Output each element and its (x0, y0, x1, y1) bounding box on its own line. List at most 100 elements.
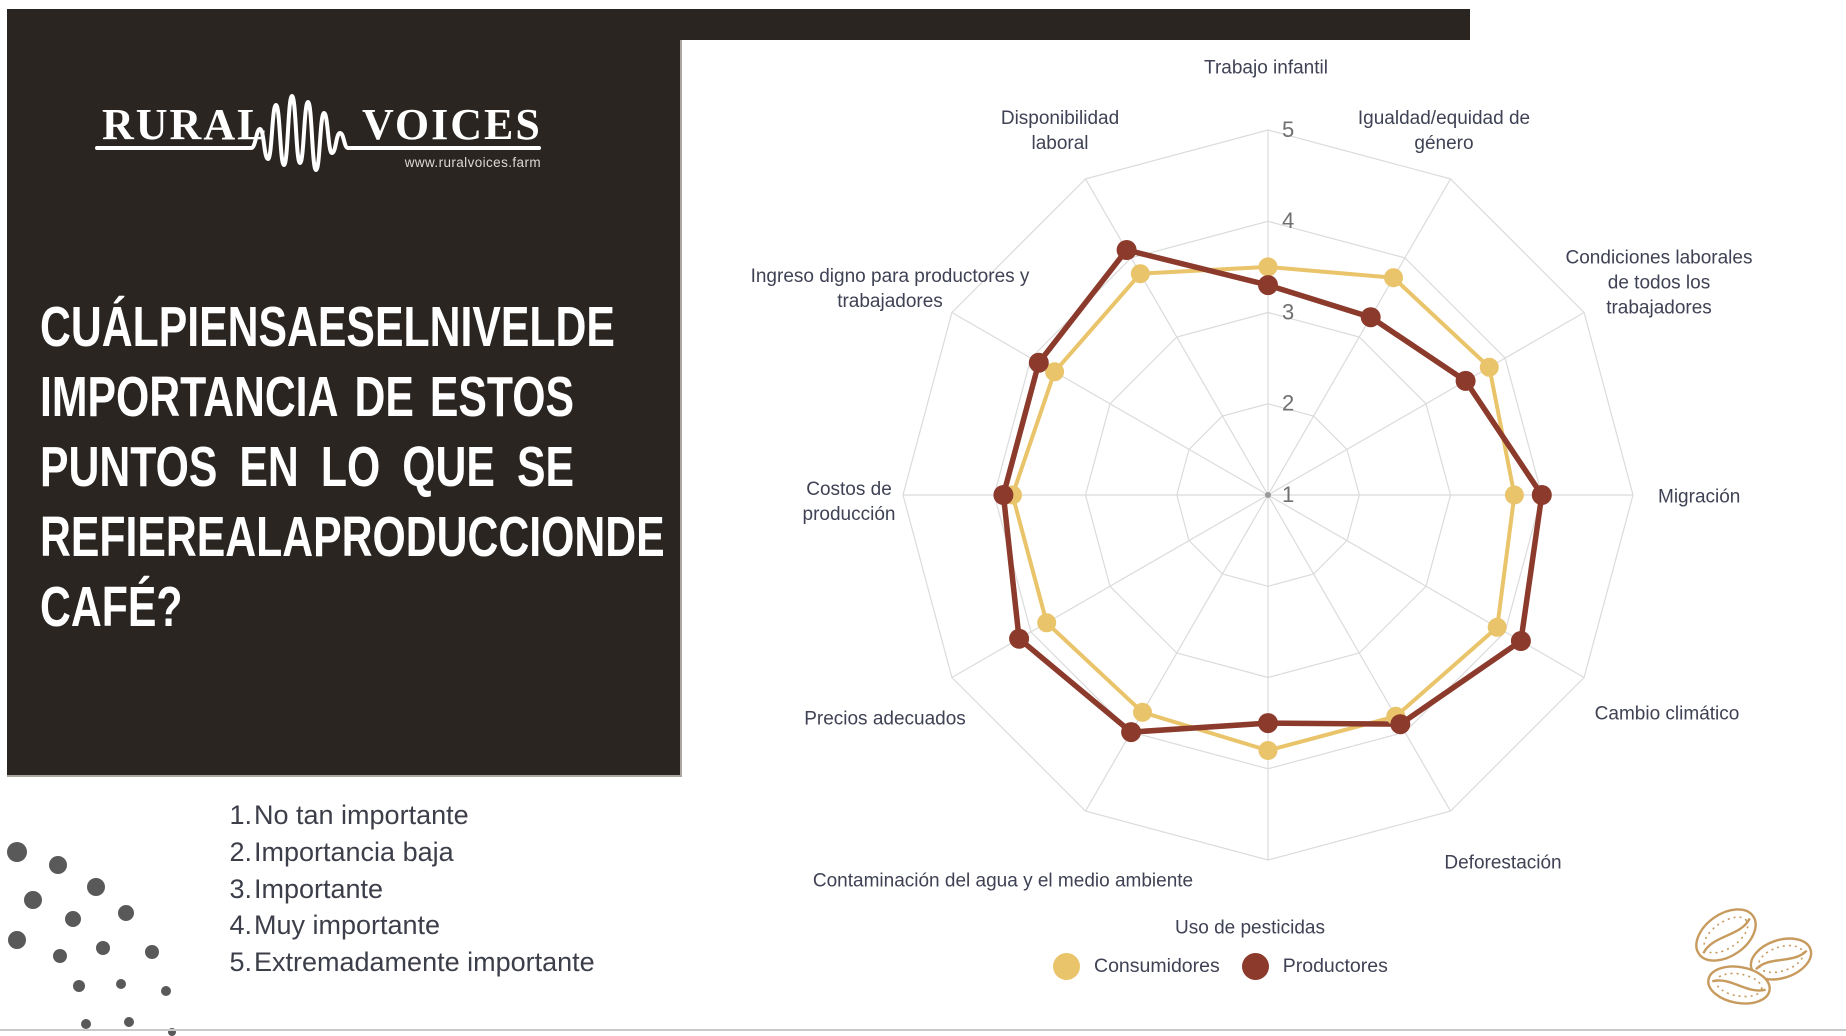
radial-tick-label: 2 (1282, 391, 1294, 416)
deco-dot (116, 979, 126, 989)
logo-word-voices: VOICES (362, 100, 542, 149)
series-point-productores (993, 485, 1014, 505)
series-point-consumidores (1045, 362, 1065, 382)
grid-spoke (951, 311, 1269, 496)
grid-ring (1084, 311, 1452, 679)
deco-dot (73, 980, 85, 992)
grid-ring (902, 129, 1634, 861)
series-point-consumidores (1130, 264, 1150, 284)
headline-line: CUÁL PIENSA ES EL NIVEL DE (40, 295, 615, 359)
grid-spoke (1267, 494, 1585, 679)
series-point-productores (1360, 307, 1381, 328)
series-point-productores (1116, 240, 1137, 260)
axis-label-2: Condiciones laborales de todos los trabaj… (1565, 247, 1753, 319)
grid-spoke (1084, 494, 1269, 812)
headline-line: IMPORTANCIA DE ESTOS (40, 365, 574, 429)
axis-label-3: Migración (1658, 486, 1741, 508)
radar-center-dot (1265, 492, 1271, 498)
scale-item-number: 4. (229, 910, 252, 941)
deco-dot (8, 931, 26, 949)
legend-label: Consumidores (1094, 955, 1220, 977)
series-point-consumidores (1479, 357, 1499, 377)
deco-dot (145, 945, 159, 959)
scale-item-label: Importante (254, 873, 384, 904)
series-point-productores (1531, 485, 1552, 505)
series-point-productores (1121, 722, 1142, 743)
series-point-consumidores (1487, 617, 1507, 637)
radial-tick-label: 4 (1282, 208, 1294, 233)
headline-line: PUNTOS EN LO QUE SE (40, 435, 574, 499)
deco-dot (168, 1028, 176, 1036)
headline-line: CAFÉ? (40, 575, 183, 639)
deco-dot (124, 1017, 134, 1027)
deco-dot (118, 905, 134, 921)
scale-list-item: 2. Importancia baja (180, 834, 454, 870)
deco-dot (81, 1019, 91, 1029)
series-point-consumidores (1384, 268, 1403, 288)
scale-list-item: 5. Extremadamente importante (180, 944, 595, 980)
deco-dot (49, 856, 67, 874)
scale-item-label: Importancia baja (254, 836, 454, 867)
grid-spoke (1267, 178, 1452, 496)
legend-swatch (1053, 953, 1080, 980)
legend-item-productores: Productores (1241, 953, 1388, 980)
series-point-consumidores (1037, 613, 1057, 633)
deco-dot (24, 891, 42, 909)
axis-label-6: Uso de pesticidas (1175, 917, 1325, 939)
series-point-consumidores (1258, 257, 1278, 277)
deco-dot (65, 911, 81, 927)
top-dark-strip (680, 9, 1470, 40)
axis-label-0: Trabajo infantil (1204, 57, 1328, 79)
axis-label-10: Ingreso digno para productores y trabajad… (750, 266, 1030, 312)
radial-tick-label: 3 (1282, 299, 1294, 324)
headline: CUÁL PIENSA ES EL NIVEL DE IMPORTANCIA DE ESTOS P… (40, 292, 665, 642)
series-point-productores (1455, 370, 1476, 391)
scale-item-label: Muy importante (254, 910, 441, 941)
legend-label: Productores (1282, 955, 1388, 977)
series-point-consumidores (1504, 485, 1524, 505)
axis-label-8: Precios adecuados (804, 708, 966, 730)
grid-spoke (1084, 178, 1269, 496)
axis-label-11: Disponibilidad laboral (1000, 108, 1120, 154)
coffee-beans-illustration (1695, 908, 1813, 1005)
scale-item-label: Extremadamente importante (254, 947, 595, 978)
series-point-productores (1510, 631, 1531, 651)
logo-waveform-icon (95, 93, 541, 173)
logo-url: www.ruralvoices.farm (404, 155, 541, 170)
chart-legend: Consumidores Productores (1053, 953, 1388, 980)
grid-spoke (1267, 311, 1585, 496)
grid-spoke (1267, 494, 1452, 812)
series-point-productores (1009, 628, 1030, 649)
axis-label-4: Cambio climático (1594, 703, 1740, 725)
scale-list-item: 1. No tan importante (180, 797, 469, 833)
scale-item-number: 2. (229, 836, 252, 867)
deco-dot (53, 949, 67, 963)
scale-item-number: 3. (229, 873, 252, 904)
logo-word-rural: RURAL (102, 100, 269, 149)
deco-dot (96, 941, 110, 955)
scale-list-item: 4. Muy importante (180, 907, 440, 943)
radial-tick-label: 1 (1282, 482, 1294, 507)
series-point-productores (1390, 714, 1411, 735)
axis-label-1: Igualdad/equidad de género (1357, 108, 1531, 154)
series-line-productores (1000, 247, 1545, 735)
series-point-productores (1258, 713, 1278, 734)
grid-ring (993, 220, 1543, 770)
grid-spoke (951, 494, 1269, 679)
axis-label-5: Deforestación (1444, 852, 1562, 874)
series-point-consumidores (1133, 702, 1152, 722)
series-point-productores (1258, 275, 1278, 296)
deco-dot (87, 878, 105, 896)
bottom-rule (0, 1029, 1846, 1031)
scale-item-number: 1. (229, 800, 252, 830)
axis-label-9: Costos de producción (802, 479, 896, 525)
radial-tick-label: 5 (1282, 117, 1294, 142)
scale-item-number: 5. (229, 947, 252, 978)
scale-item-label: No tan importante (254, 800, 469, 830)
headline-line: REFIERE A LA PRODUCCION DE (40, 505, 665, 569)
legend-swatch (1241, 953, 1269, 980)
deco-dot (7, 842, 27, 862)
series-point-productores (1028, 352, 1049, 373)
grid-ring (1176, 403, 1360, 587)
series-point-consumidores (1386, 706, 1406, 726)
